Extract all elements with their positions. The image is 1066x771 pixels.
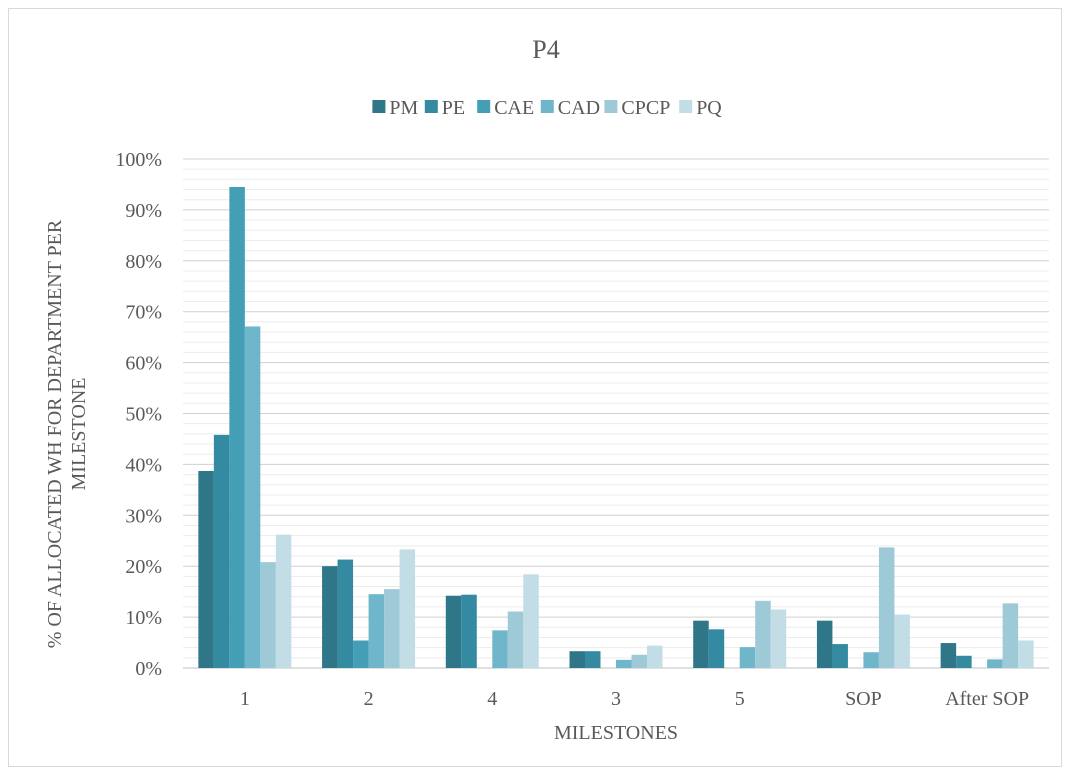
bar-pq-3 [647, 645, 663, 668]
bar-cpcp-4 [507, 611, 524, 668]
x-tick-label: After SOP [945, 688, 1029, 710]
bar-cad-after-sop [987, 659, 1003, 668]
x-tick-label: 4 [487, 688, 497, 710]
legend-label-pm: PM [389, 97, 418, 119]
y-axis-label: % OF ALLOCATED WH FOR DEPARTMENT PER MILE… [44, 219, 90, 648]
bar-cpcp-3 [631, 654, 647, 668]
chart-frame: P4 PM PE CAE CAD CPCP PQ 0% 10% 20% 30% 40% 50% 60%… [8, 8, 1062, 767]
legend-label-cpcp: CPCP [621, 97, 670, 119]
bar-cpcp-5 [755, 600, 771, 668]
legend-swatch-pm [372, 100, 386, 113]
bar-pm-1 [198, 471, 214, 668]
y-tick-label: 90% [125, 200, 162, 222]
bar-pm-2 [322, 566, 338, 668]
bar-pm-5 [693, 620, 709, 668]
bar-pq-5 [770, 609, 787, 668]
y-tick-label: 0% [135, 658, 162, 680]
bar-pe-5 [708, 629, 725, 668]
bar-cpcp-1 [260, 562, 276, 668]
y-tick-label: 10% [125, 607, 162, 629]
bar-pe-2 [337, 559, 354, 668]
chart-title: P4 [532, 35, 559, 64]
y-tick-label: 100% [115, 149, 162, 171]
bar-pm-4 [445, 595, 462, 668]
bar-cpcp-after-sop [1002, 603, 1019, 668]
legend-swatch-cpcp [604, 100, 618, 113]
bar-cad-4 [492, 630, 508, 668]
y-axis-ticks: 0% 10% 20% 30% 40% 50% 60% 70% 80% 90% 100% [115, 149, 162, 680]
y-tick-label: 80% [125, 251, 162, 273]
y-tick-label: 50% [125, 404, 162, 426]
bar-pm-3 [569, 651, 585, 668]
y-tick-label: 20% [125, 556, 162, 578]
x-tick-label: 5 [735, 688, 745, 710]
bars [198, 186, 1034, 668]
bar-cpcp-2 [384, 589, 400, 668]
y-tick-label: 60% [125, 353, 162, 375]
bar-pe-3 [585, 651, 601, 668]
x-tick-label: 3 [611, 688, 621, 710]
y-tick-label: 30% [125, 505, 162, 527]
bar-pe-1 [213, 434, 230, 668]
x-tick-label: SOP [845, 688, 882, 710]
legend-label-cae: CAE [494, 97, 534, 119]
bar-pe-after-sop [956, 655, 972, 668]
bar-pm-after-sop [940, 643, 957, 668]
bar-cad-sop [863, 652, 879, 668]
legend-swatch-pq [679, 100, 693, 113]
bar-chart: P4 PM PE CAE CAD CPCP PQ 0% 10% 20% 30% 40% 50% 60%… [44, 35, 1049, 744]
legend-label-pe: PE [442, 97, 465, 119]
bar-cae-1 [229, 186, 245, 668]
gridlines [183, 158, 1049, 669]
bar-pq-after-sop [1018, 640, 1034, 668]
bar-cad-5 [739, 647, 756, 668]
bar-pq-1 [275, 534, 292, 668]
bar-pe-sop [832, 644, 848, 668]
x-tick-label: 2 [364, 688, 374, 710]
y-tick-label: 70% [125, 302, 162, 324]
bar-pe-4 [461, 594, 477, 668]
legend-label-cad: CAD [558, 97, 600, 119]
bar-cad-2 [368, 594, 385, 668]
bar-cad-3 [616, 659, 632, 668]
y-tick-label: 40% [125, 454, 162, 476]
legend-swatch-pe [424, 100, 438, 113]
bar-cad-1 [244, 326, 261, 668]
legend-label-pq: PQ [696, 97, 722, 119]
x-axis-label: MILESTONES [554, 722, 678, 744]
legend: PM PE CAE CAD CPCP PQ [372, 97, 722, 119]
legend-swatch-cae [477, 100, 491, 113]
x-tick-label: 1 [240, 688, 250, 710]
bar-pq-4 [523, 574, 539, 668]
bar-pm-sop [816, 620, 833, 668]
x-axis-ticks: 1 2 4 3 5 SOP After SOP [240, 688, 1029, 710]
bar-pq-2 [399, 549, 416, 668]
bar-pq-sop [894, 614, 910, 668]
bar-cpcp-sop [878, 547, 895, 668]
bar-cae-2 [353, 640, 369, 668]
legend-swatch-cad [540, 100, 554, 113]
